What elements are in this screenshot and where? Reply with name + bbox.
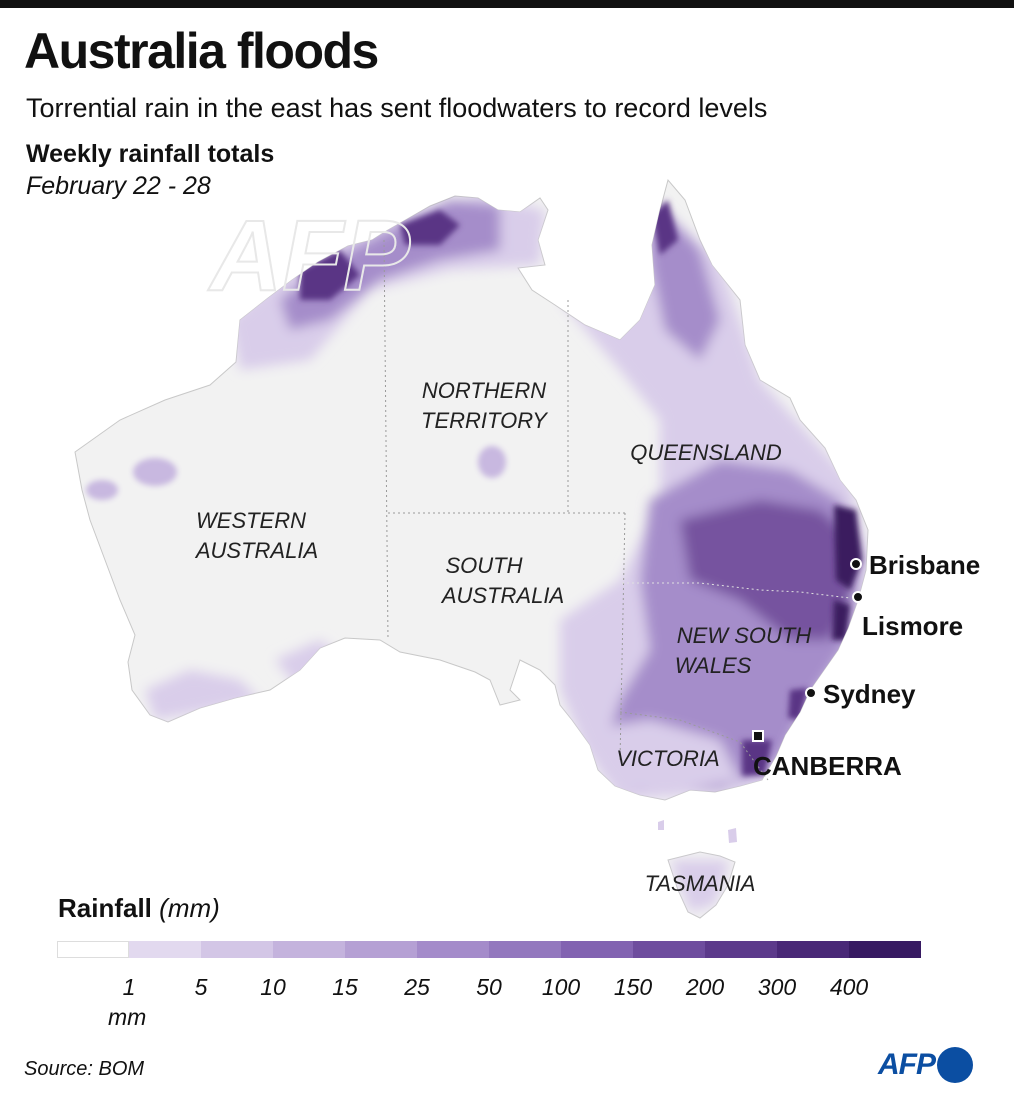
- canberra-marker-icon: [752, 730, 764, 742]
- top-rule: [0, 0, 1014, 8]
- legend-title-label: Rainfall: [58, 893, 152, 923]
- nsw-vic-border: [619, 711, 769, 781]
- legend-tick-label: 1: [122, 974, 136, 1000]
- label-northern-territory-2: TERRITORY: [421, 408, 548, 433]
- afp-logo-text: AFP: [878, 1048, 936, 1081]
- legend-swatch-5: [417, 941, 489, 958]
- legend-tick-label: 25: [404, 974, 430, 1000]
- label-lismore: Lismore: [862, 611, 963, 641]
- australia-rainfall-map: AFP NORTHERN TERRITORY QUEENSLAND WESTER…: [74, 178, 980, 919]
- afp-watermark: AFP: [207, 200, 410, 312]
- sa-qld-nsw-border: [619, 512, 626, 761]
- legend-swatch-0: [57, 941, 129, 958]
- legend-swatch-3: [273, 941, 345, 958]
- legend-title-unit: (mm): [159, 893, 220, 923]
- legend-tick-label: 150: [613, 974, 653, 1000]
- legend-tick-label: 10: [260, 974, 286, 1000]
- label-western-australia-1: WESTERN: [196, 508, 306, 533]
- legend-tick-label: 15: [332, 974, 358, 1000]
- map-date-range: February 22 - 28: [26, 172, 211, 200]
- legend-tick-label: 300: [757, 974, 797, 1000]
- legend-tick-label: 100: [541, 974, 581, 1000]
- label-tasmania: TASMANIA: [645, 871, 756, 896]
- legend-swatch-9: [705, 941, 777, 958]
- island-small-1: [658, 820, 664, 830]
- label-northern-territory-1: NORTHERN: [422, 378, 546, 403]
- label-south-australia-1: SOUTH: [446, 553, 523, 578]
- map-heading: Weekly rainfall totals: [26, 140, 275, 168]
- source-credit: Source: BOM: [24, 1058, 145, 1080]
- legend-swatch-1: [129, 941, 201, 958]
- label-victoria: VICTORIA: [616, 746, 720, 771]
- legend-swatch-4: [345, 941, 417, 958]
- afp-logo-dot-icon: [937, 1047, 973, 1083]
- label-queensland: QUEENSLAND: [630, 440, 782, 465]
- legend-swatch-6: [489, 941, 561, 958]
- city-markers: Brisbane Lismore Sydney CANBERRA: [752, 550, 980, 781]
- region-labels: NORTHERN TERRITORY QUEENSLAND WESTERN AU…: [194, 378, 811, 896]
- legend-tick-label: 200: [685, 974, 725, 1000]
- page-title: Australia floods: [24, 23, 379, 79]
- legend-swatch-11: [849, 941, 921, 958]
- legend-tick-label: 400: [829, 974, 869, 1000]
- brisbane-marker-icon: [850, 558, 862, 570]
- legend-swatch-8: [633, 941, 705, 958]
- legend-title: Rainfall (mm): [58, 893, 220, 924]
- label-south-australia-2: AUSTRALIA: [440, 583, 564, 608]
- island-small-2: [728, 828, 737, 843]
- legend-swatch-2: [201, 941, 273, 958]
- legend-tick-label: 5: [194, 974, 208, 1000]
- label-western-australia-2: AUSTRALIA: [194, 538, 318, 563]
- legend-unit: mm: [108, 1004, 147, 1030]
- state-borders: [383, 239, 851, 781]
- label-brisbane: Brisbane: [869, 550, 980, 580]
- page-subtitle: Torrential rain in the east has sent flo…: [26, 93, 768, 123]
- legend-swatch-10: [777, 941, 849, 958]
- label-canberra: CANBERRA: [753, 751, 902, 781]
- rainfall-overlay: [86, 195, 868, 912]
- afp-logo: AFP: [878, 1046, 973, 1084]
- qld-nsw-border: [622, 582, 851, 599]
- legend-swatch-7: [561, 941, 633, 958]
- label-nsw-1: NEW SOUTH: [677, 623, 812, 648]
- label-nsw-2: WALES: [675, 653, 752, 678]
- sydney-marker-icon: [805, 687, 817, 699]
- legend-color-scale: [57, 941, 921, 958]
- label-sydney: Sydney: [823, 679, 916, 709]
- lismore-marker-icon: [852, 591, 864, 603]
- wa-border: [383, 239, 389, 641]
- legend-tick-label: 50: [476, 974, 502, 1000]
